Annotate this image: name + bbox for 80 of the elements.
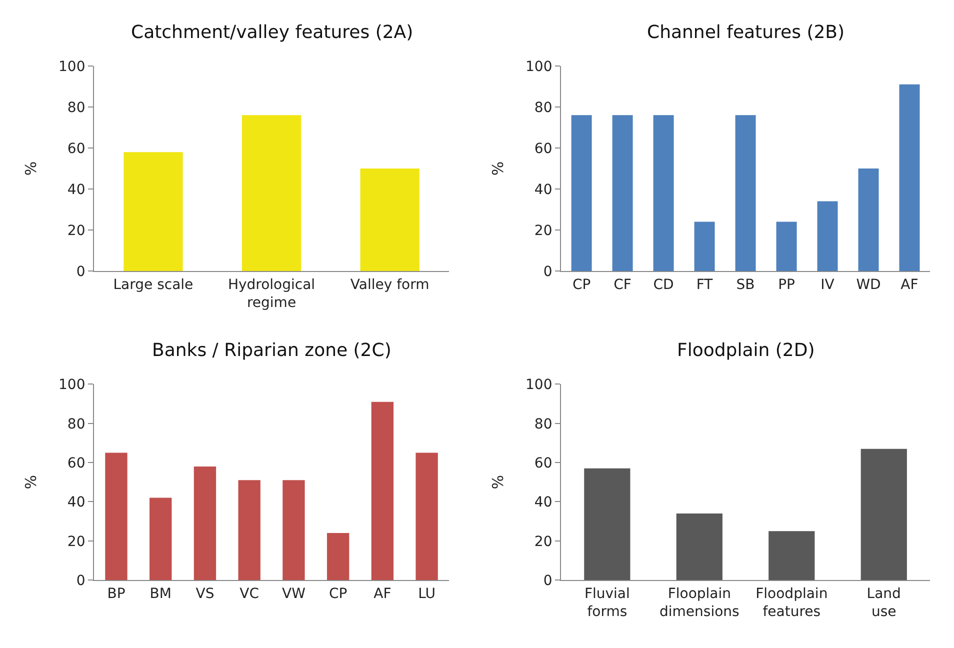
bar (768, 531, 815, 580)
x-tick-label: Land use (866, 586, 901, 620)
x-tick-label: Fluvial forms (584, 586, 630, 620)
bar (676, 513, 722, 580)
y-tick-label: 0 (543, 572, 552, 589)
y-tick-label: 80 (534, 416, 552, 432)
x-tick-label: AF (374, 586, 392, 602)
bar (194, 466, 216, 580)
chart-title: Floodplain (2D) (677, 340, 815, 361)
y-axis-title: % (22, 161, 40, 176)
y-tick-label: 60 (67, 140, 86, 157)
x-tick-label: BP (107, 586, 126, 602)
x-tick-label: VC (240, 586, 260, 602)
bar (416, 452, 438, 580)
x-tick-label: CF (614, 276, 632, 293)
x-tick-label: CD (653, 276, 674, 293)
x-tick-label: AF (900, 276, 918, 293)
x-tick-label: CP (328, 586, 348, 602)
bar (571, 115, 592, 271)
bar (776, 222, 797, 271)
x-tick-label: LU (418, 586, 436, 602)
bar (124, 152, 183, 271)
x-tick-label: FT (696, 276, 714, 293)
bar (612, 115, 633, 271)
x-tick-label: VW (282, 586, 306, 602)
y-tick-label: 80 (534, 100, 552, 116)
y-tick-label: 40 (534, 494, 552, 511)
chart-title: Catchment/valley features (2A) (131, 22, 414, 43)
x-tick-label: SB (736, 276, 755, 293)
y-tick-label: 100 (58, 58, 86, 75)
x-tick-label: WD (856, 276, 881, 293)
y-tick-label: 20 (67, 222, 86, 239)
bar (150, 498, 172, 580)
bar (326, 533, 350, 580)
y-tick-label: 40 (67, 182, 86, 198)
y-tick-label: 100 (526, 58, 552, 75)
y-tick-label: 100 (526, 377, 552, 394)
x-tick-label: Flooplain dimensions (659, 586, 740, 620)
x-tick-label: Large scale (113, 276, 194, 293)
chart-title: Banks / Riparian zone (2C) (152, 340, 392, 361)
x-tick-label: Hydrological regime (228, 276, 316, 311)
bar (584, 468, 630, 580)
bar (817, 201, 838, 271)
x-tick-label: CP (572, 276, 591, 293)
y-tick-label: 20 (67, 534, 86, 550)
bar (860, 448, 907, 580)
y-axis-title: % (22, 474, 40, 490)
y-tick-label: 40 (534, 182, 552, 198)
bar (360, 168, 420, 271)
bar (735, 115, 756, 271)
y-axis-title: % (488, 161, 507, 176)
y-axis-title: % (488, 474, 507, 490)
bar (858, 168, 879, 271)
y-tick-label: 60 (534, 140, 552, 157)
y-tick-label: 0 (76, 264, 86, 280)
y-tick-label: 80 (67, 416, 86, 432)
bar (899, 84, 920, 271)
y-tick-label: 0 (76, 572, 86, 589)
chart-title: Channel features (2B) (647, 22, 845, 43)
y-tick-label: 60 (67, 455, 86, 472)
y-tick-label: 20 (534, 222, 552, 239)
x-tick-label: BM (150, 586, 172, 602)
bar (238, 480, 260, 580)
bar (282, 480, 305, 580)
y-tick-label: 60 (534, 455, 552, 472)
x-tick-label: VS (196, 586, 214, 602)
x-tick-label: PP (778, 276, 795, 293)
y-tick-label: 80 (67, 100, 86, 116)
x-tick-label: Floodplain features (756, 586, 828, 620)
bar (105, 452, 128, 580)
y-tick-label: 40 (67, 494, 86, 511)
x-tick-label: IV (820, 276, 835, 293)
x-tick-label: Valley form (350, 276, 430, 293)
bar (694, 222, 715, 271)
bar (242, 115, 302, 271)
bar (653, 115, 674, 271)
y-tick-label: 100 (58, 377, 86, 394)
y-tick-label: 0 (543, 264, 552, 280)
y-tick-label: 20 (534, 534, 552, 550)
bar (371, 402, 394, 580)
